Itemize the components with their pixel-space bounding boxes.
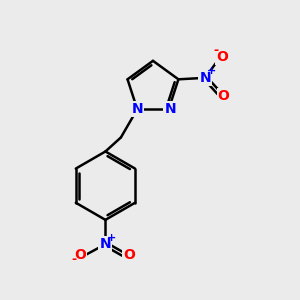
Text: +: + [207,66,216,76]
Text: O: O [216,50,228,64]
Text: N: N [164,102,176,116]
Text: +: + [107,233,117,243]
Text: N: N [100,237,111,251]
Text: -: - [71,254,76,266]
Text: O: O [218,89,230,103]
Text: O: O [123,248,135,262]
Text: -: - [214,44,219,57]
Text: N: N [200,71,211,85]
Text: O: O [74,248,86,262]
Text: N: N [131,102,143,116]
